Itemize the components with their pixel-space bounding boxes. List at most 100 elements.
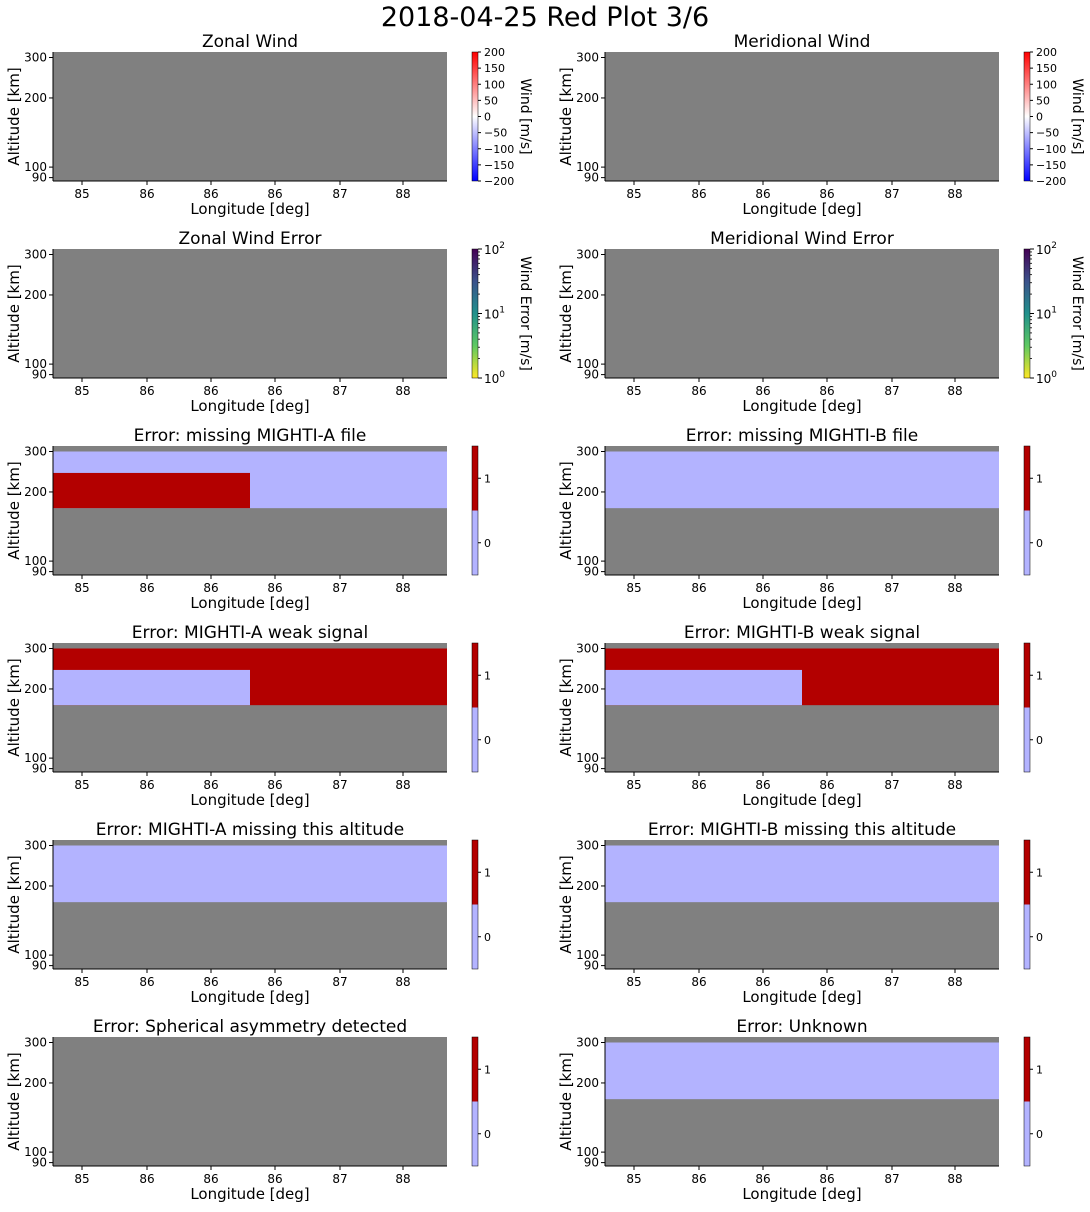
y-tick-label: 200 <box>24 485 47 499</box>
x-tick-label: 86 <box>203 187 218 201</box>
chart-title: Error: Unknown <box>736 1017 867 1037</box>
x-tick-label: 85 <box>74 187 89 201</box>
data-region-clear <box>53 845 447 903</box>
colorbar-gradient <box>1023 51 1031 182</box>
chart-title: Error: MIGHTI-B weak signal <box>684 623 920 643</box>
x-tick-label: 86 <box>819 1172 834 1186</box>
colorbar-flag-false <box>1024 1101 1030 1166</box>
x-tick-label: 88 <box>947 581 962 595</box>
colorbar-flag-true <box>1024 1037 1030 1102</box>
y-axis-label: Altitude [km] <box>5 658 23 756</box>
x-tick-label: 86 <box>755 778 770 792</box>
y-tick-label: 200 <box>576 1076 599 1090</box>
colorbar-outline <box>471 1036 479 1167</box>
x-tick-label: 87 <box>332 581 347 595</box>
y-tick-label: 100 <box>576 948 599 962</box>
y-tick-label: 100 <box>24 1145 47 1159</box>
x-tick-label: 86 <box>267 1172 282 1186</box>
colorbar-outline <box>1023 839 1031 970</box>
y-axis-label: Altitude [km] <box>557 658 575 756</box>
x-tick-label: 87 <box>332 1172 347 1186</box>
x-tick-label: 87 <box>884 975 899 989</box>
x-tick-label: 87 <box>884 384 899 398</box>
y-tick-label: 200 <box>24 288 47 302</box>
colorbar-label: Wind [m/s] <box>517 78 533 154</box>
y-tick-label: 90 <box>584 959 599 973</box>
y-tick-label: 100 <box>576 751 599 765</box>
x-tick-label: 86 <box>691 384 706 398</box>
x-tick-label: 86 <box>819 384 834 398</box>
colorbar-flag-false <box>1024 510 1030 575</box>
colorbar-flag-true <box>472 840 478 905</box>
x-tick-label: 85 <box>626 975 641 989</box>
y-tick-label: 300 <box>576 641 599 655</box>
y-axis-label: Altitude [km] <box>557 264 575 362</box>
colorbar-tick-label: 0 <box>484 111 491 124</box>
x-axis-label: Longitude [deg] <box>190 397 309 415</box>
y-tick-label: 90 <box>32 959 47 973</box>
chart-mighti-b-weak-signal: Error: MIGHTI-B weak signal 85 86 86 86 87 88 9… <box>557 623 1043 809</box>
chart-mighti-a-weak-signal: Error: MIGHTI-A weak signal 85 86 86 86 87 88 9… <box>5 623 491 809</box>
x-tick-label: 85 <box>626 1172 641 1186</box>
y-tick-label: 300 <box>576 1035 599 1049</box>
x-tick-label: 87 <box>332 384 347 398</box>
x-tick-label: 86 <box>203 975 218 989</box>
colorbar-outline <box>471 445 479 576</box>
x-tick-label: 87 <box>884 187 899 201</box>
colorbar-tick-label: 1 <box>484 866 491 879</box>
colorbar-flag-true <box>472 446 478 511</box>
x-tick-label: 88 <box>947 187 962 201</box>
colorbar: 10 <box>1023 445 1043 576</box>
colorbar-label: Wind Error [m/s] <box>1069 256 1085 371</box>
y-tick-label: 300 <box>576 247 599 261</box>
y-tick-label: 300 <box>24 838 47 852</box>
y-tick-label: 100 <box>576 357 599 371</box>
colorbar: 10 <box>1023 839 1043 970</box>
colorbar: 200 150 100 50 0 −50 −100 −150 −200 Wind [m/s] <box>471 46 533 188</box>
y-tick-label: 100 <box>24 948 47 962</box>
x-tick-label: 86 <box>267 187 282 201</box>
x-tick-label: 86 <box>691 187 706 201</box>
data-region-clear <box>605 451 999 509</box>
x-tick-label: 88 <box>947 975 962 989</box>
y-axis-label: Altitude [km] <box>5 1052 23 1150</box>
colorbar-flag-false <box>1024 904 1030 969</box>
x-axis-label: Longitude [deg] <box>742 200 861 218</box>
colorbar: 10 <box>471 445 491 576</box>
x-tick-label: 86 <box>267 581 282 595</box>
y-tick-label: 90 <box>32 565 47 579</box>
chart-missing-mighti-a-file: Error: missing MIGHTI-A file 85 86 86 86 87 88… <box>5 426 491 612</box>
y-tick-label: 100 <box>24 554 47 568</box>
colorbar-tick-label: 0 <box>1036 931 1043 944</box>
x-axis-label: Longitude [deg] <box>190 791 309 809</box>
colorbar-flag-true <box>1024 840 1030 905</box>
colorbar-gradient <box>1023 248 1031 379</box>
x-tick-label: 85 <box>74 778 89 792</box>
colorbar-tick-label: 0 <box>484 537 491 550</box>
colorbar-tick-label: 1 <box>484 1063 491 1076</box>
y-tick-label: 90 <box>32 368 47 382</box>
colorbar-tick-label: 0 <box>484 931 491 944</box>
x-tick-label: 86 <box>139 778 154 792</box>
colorbar-tick-label: 102 <box>1036 241 1057 257</box>
x-tick-label: 88 <box>395 1172 410 1186</box>
colorbar-outline <box>471 839 479 970</box>
x-tick-label: 86 <box>691 975 706 989</box>
plot-background <box>605 52 999 181</box>
y-axis-label: Altitude [km] <box>557 67 575 165</box>
x-tick-label: 85 <box>626 384 641 398</box>
colorbar-tick-label: −100 <box>1036 143 1066 156</box>
colorbar-gradient <box>471 51 479 182</box>
x-tick-label: 86 <box>691 581 706 595</box>
y-tick-label: 100 <box>576 554 599 568</box>
colorbar-flag-true <box>472 643 478 708</box>
x-tick-label: 86 <box>755 975 770 989</box>
x-tick-label: 88 <box>395 581 410 595</box>
figure-title: 2018-04-25 Red Plot 3/6 <box>380 2 710 33</box>
x-tick-label: 86 <box>139 581 154 595</box>
x-tick-label: 88 <box>395 187 410 201</box>
plot-background <box>53 249 447 378</box>
y-tick-label: 100 <box>24 357 47 371</box>
